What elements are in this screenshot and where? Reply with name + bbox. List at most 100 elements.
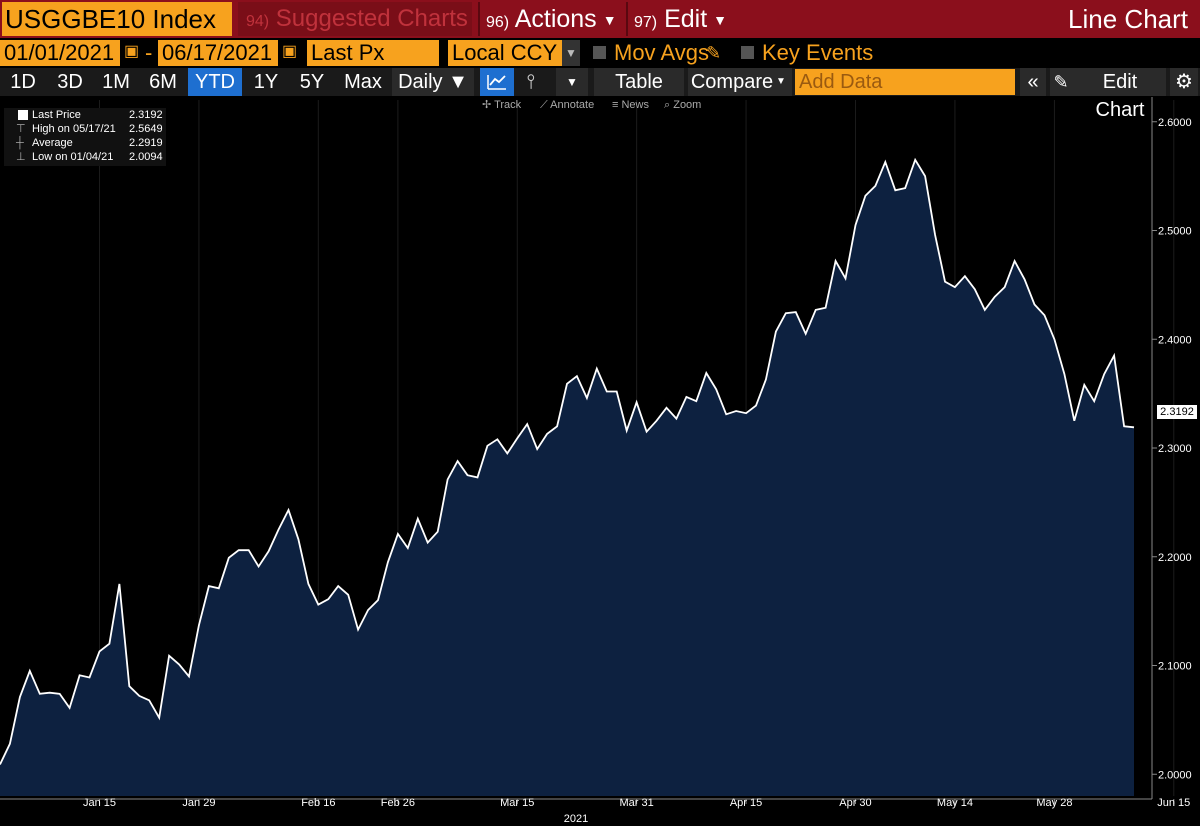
date-separator: - [145,40,153,65]
legend: Last Price 2.3192 ⊤ High on 05/17/21 2.5… [4,108,166,166]
legend-high-value: 2.5649 [129,123,163,135]
x-tick-label: May 28 [1036,797,1072,809]
currency-select[interactable]: Local CCY [448,40,562,66]
calendar-icon[interactable]: ▣ [282,43,298,60]
legend-avg-row: ┼ Average 2.2919 [4,136,166,150]
average-marker-icon: ┼ [16,137,24,149]
legend-last-row: Last Price 2.3192 [4,108,166,122]
view-title: Line Chart [1068,4,1188,34]
zoom-tool[interactable]: ⌕ Zoom [664,99,702,111]
chart-type-dropdown-bg [556,68,588,96]
period-max[interactable]: Max [344,71,382,93]
edit-menu[interactable]: 97) Edit ▼ [626,2,736,36]
actions-label: Actions [514,5,597,33]
collapse-icon[interactable]: « [1027,71,1039,93]
mov-avgs-checkbox[interactable] [593,46,606,59]
pencil-icon[interactable]: ✎ [706,43,722,63]
chevron-down-icon: ▼ [602,12,617,29]
legend-last-label: Last Price [32,109,81,121]
legend-high-label: High on 05/17/21 [32,123,116,135]
gear-icon[interactable]: ⚙ [1175,71,1193,93]
x-tick-label: Feb 16 [301,797,335,809]
period-6m[interactable]: 6M [149,71,177,93]
chevron-down-icon: ▼ [713,12,728,29]
track-label: Track [494,99,522,111]
legend-avg-value: 2.2919 [129,137,163,149]
zoom-label: Zoom [673,99,702,111]
actions-number: 96) [486,14,510,31]
suggested-charts-number: 94) [246,13,270,30]
pencil-icon: ✎ [1053,72,1069,92]
add-data-input[interactable]: Add Data [795,69,1015,95]
x-tick-label: Feb 26 [381,797,415,809]
x-year-label: 2021 [564,813,588,825]
y-tick-label: 2.0000 [1158,769,1192,781]
title-bar: USGGBE10 Index 94) Suggested Charts 96) … [0,0,1200,38]
frequency-bg [392,68,474,96]
legend-last-value: 2.3192 [129,109,163,121]
settings-button-bg [1170,68,1198,96]
news-tool[interactable]: ≡ News [612,99,649,111]
end-date-field[interactable]: 06/17/2021 [158,40,278,66]
legend-avg-label: Average [32,137,73,149]
series-line [0,157,1135,765]
calendar-icon[interactable]: ▣ [124,43,140,60]
price-field[interactable]: Last Px [307,40,439,66]
edit-chart-button[interactable]: Edit Chart [1095,71,1145,121]
compare-button[interactable]: Compare [690,71,774,93]
high-marker-icon: ⊤ [16,123,26,135]
chevron-down-icon[interactable]: ▼ [566,75,578,89]
news-label: News [621,99,649,111]
key-events-label: Key Events [762,40,874,65]
y-tick-label: 2.5000 [1158,226,1192,238]
series-area [0,159,1134,797]
chevron-down-icon[interactable]: ▼ [562,40,580,66]
period-1y[interactable]: 1Y [253,71,279,93]
y-tick-label: 2.6000 [1158,117,1192,129]
suggested-charts-button[interactable]: 94) Suggested Charts [238,2,472,36]
period-ytd[interactable]: YTD [188,68,242,96]
y-tick-label: 2.1000 [1158,661,1192,673]
x-tick-label: Jan 29 [182,797,215,809]
line-chart-icon[interactable] [480,68,514,96]
x-tick-label: Mar 15 [500,797,534,809]
period-1d[interactable]: 1D [10,71,36,93]
track-tool[interactable]: ✢ Track [482,99,522,111]
legend-low-label: Low on 01/04/21 [32,151,114,163]
last-price-badge: 2.3192 [1157,405,1197,419]
line-chart: 2.0000 2.1000 2.2000 2.3000 2.4000 2.5000 2.60… [0,97,1192,825]
actions-menu[interactable]: 96) Actions ▼ [478,2,622,36]
y-tick-label: 2.3000 [1158,443,1192,455]
table-button[interactable]: Table [615,71,663,93]
edit-label: Edit [664,5,708,33]
x-tick-label: Apr 30 [839,797,871,809]
period-3d[interactable]: 3D [57,71,83,93]
start-date-field[interactable]: 01/01/2021 [0,40,120,66]
mov-avgs-label: Mov Avgs [614,40,709,65]
legend-low-value: 2.0094 [129,151,163,163]
edit-number: 97) [634,14,658,31]
bar-chart-icon[interactable]: ⫯ [526,71,536,93]
y-tick-label: 2.2000 [1158,552,1192,564]
options-bar: 01/01/2021 ▣ - 06/17/2021 ▣ Last Px Loca… [0,39,1200,67]
frequency-select[interactable]: Daily ▼ [398,71,468,93]
period-1m[interactable]: 1M [102,71,130,93]
edit-chart-button-bg [1050,68,1166,96]
low-marker-icon: ⊥ [16,151,26,163]
x-tick-label: Jan 15 [83,797,116,809]
period-5y[interactable]: 5Y [299,71,325,93]
compare-button-bg [688,68,792,96]
annotate-tool[interactable]: ⟋ Annotate [540,99,595,111]
table-button-bg [594,68,684,96]
chart-area[interactable]: 2.0000 2.1000 2.2000 2.3000 2.4000 2.5000 2.60… [0,97,1200,826]
chevron-down-icon[interactable]: ▼ [776,76,786,87]
x-tick-label: Apr 15 [730,797,762,809]
ticker-field[interactable]: USGGBE10 Index [2,2,232,36]
collapse-button-bg [1020,68,1046,96]
x-tick-label: May 14 [937,797,973,809]
legend-swatch [18,110,28,120]
legend-low-row: ⊥ Low on 01/04/21 2.0094 [4,150,166,164]
key-events-checkbox[interactable] [741,46,754,59]
legend-high-row: ⊤ High on 05/17/21 2.5649 [4,122,166,136]
x-tick-label: Jun 15 [1157,797,1190,809]
